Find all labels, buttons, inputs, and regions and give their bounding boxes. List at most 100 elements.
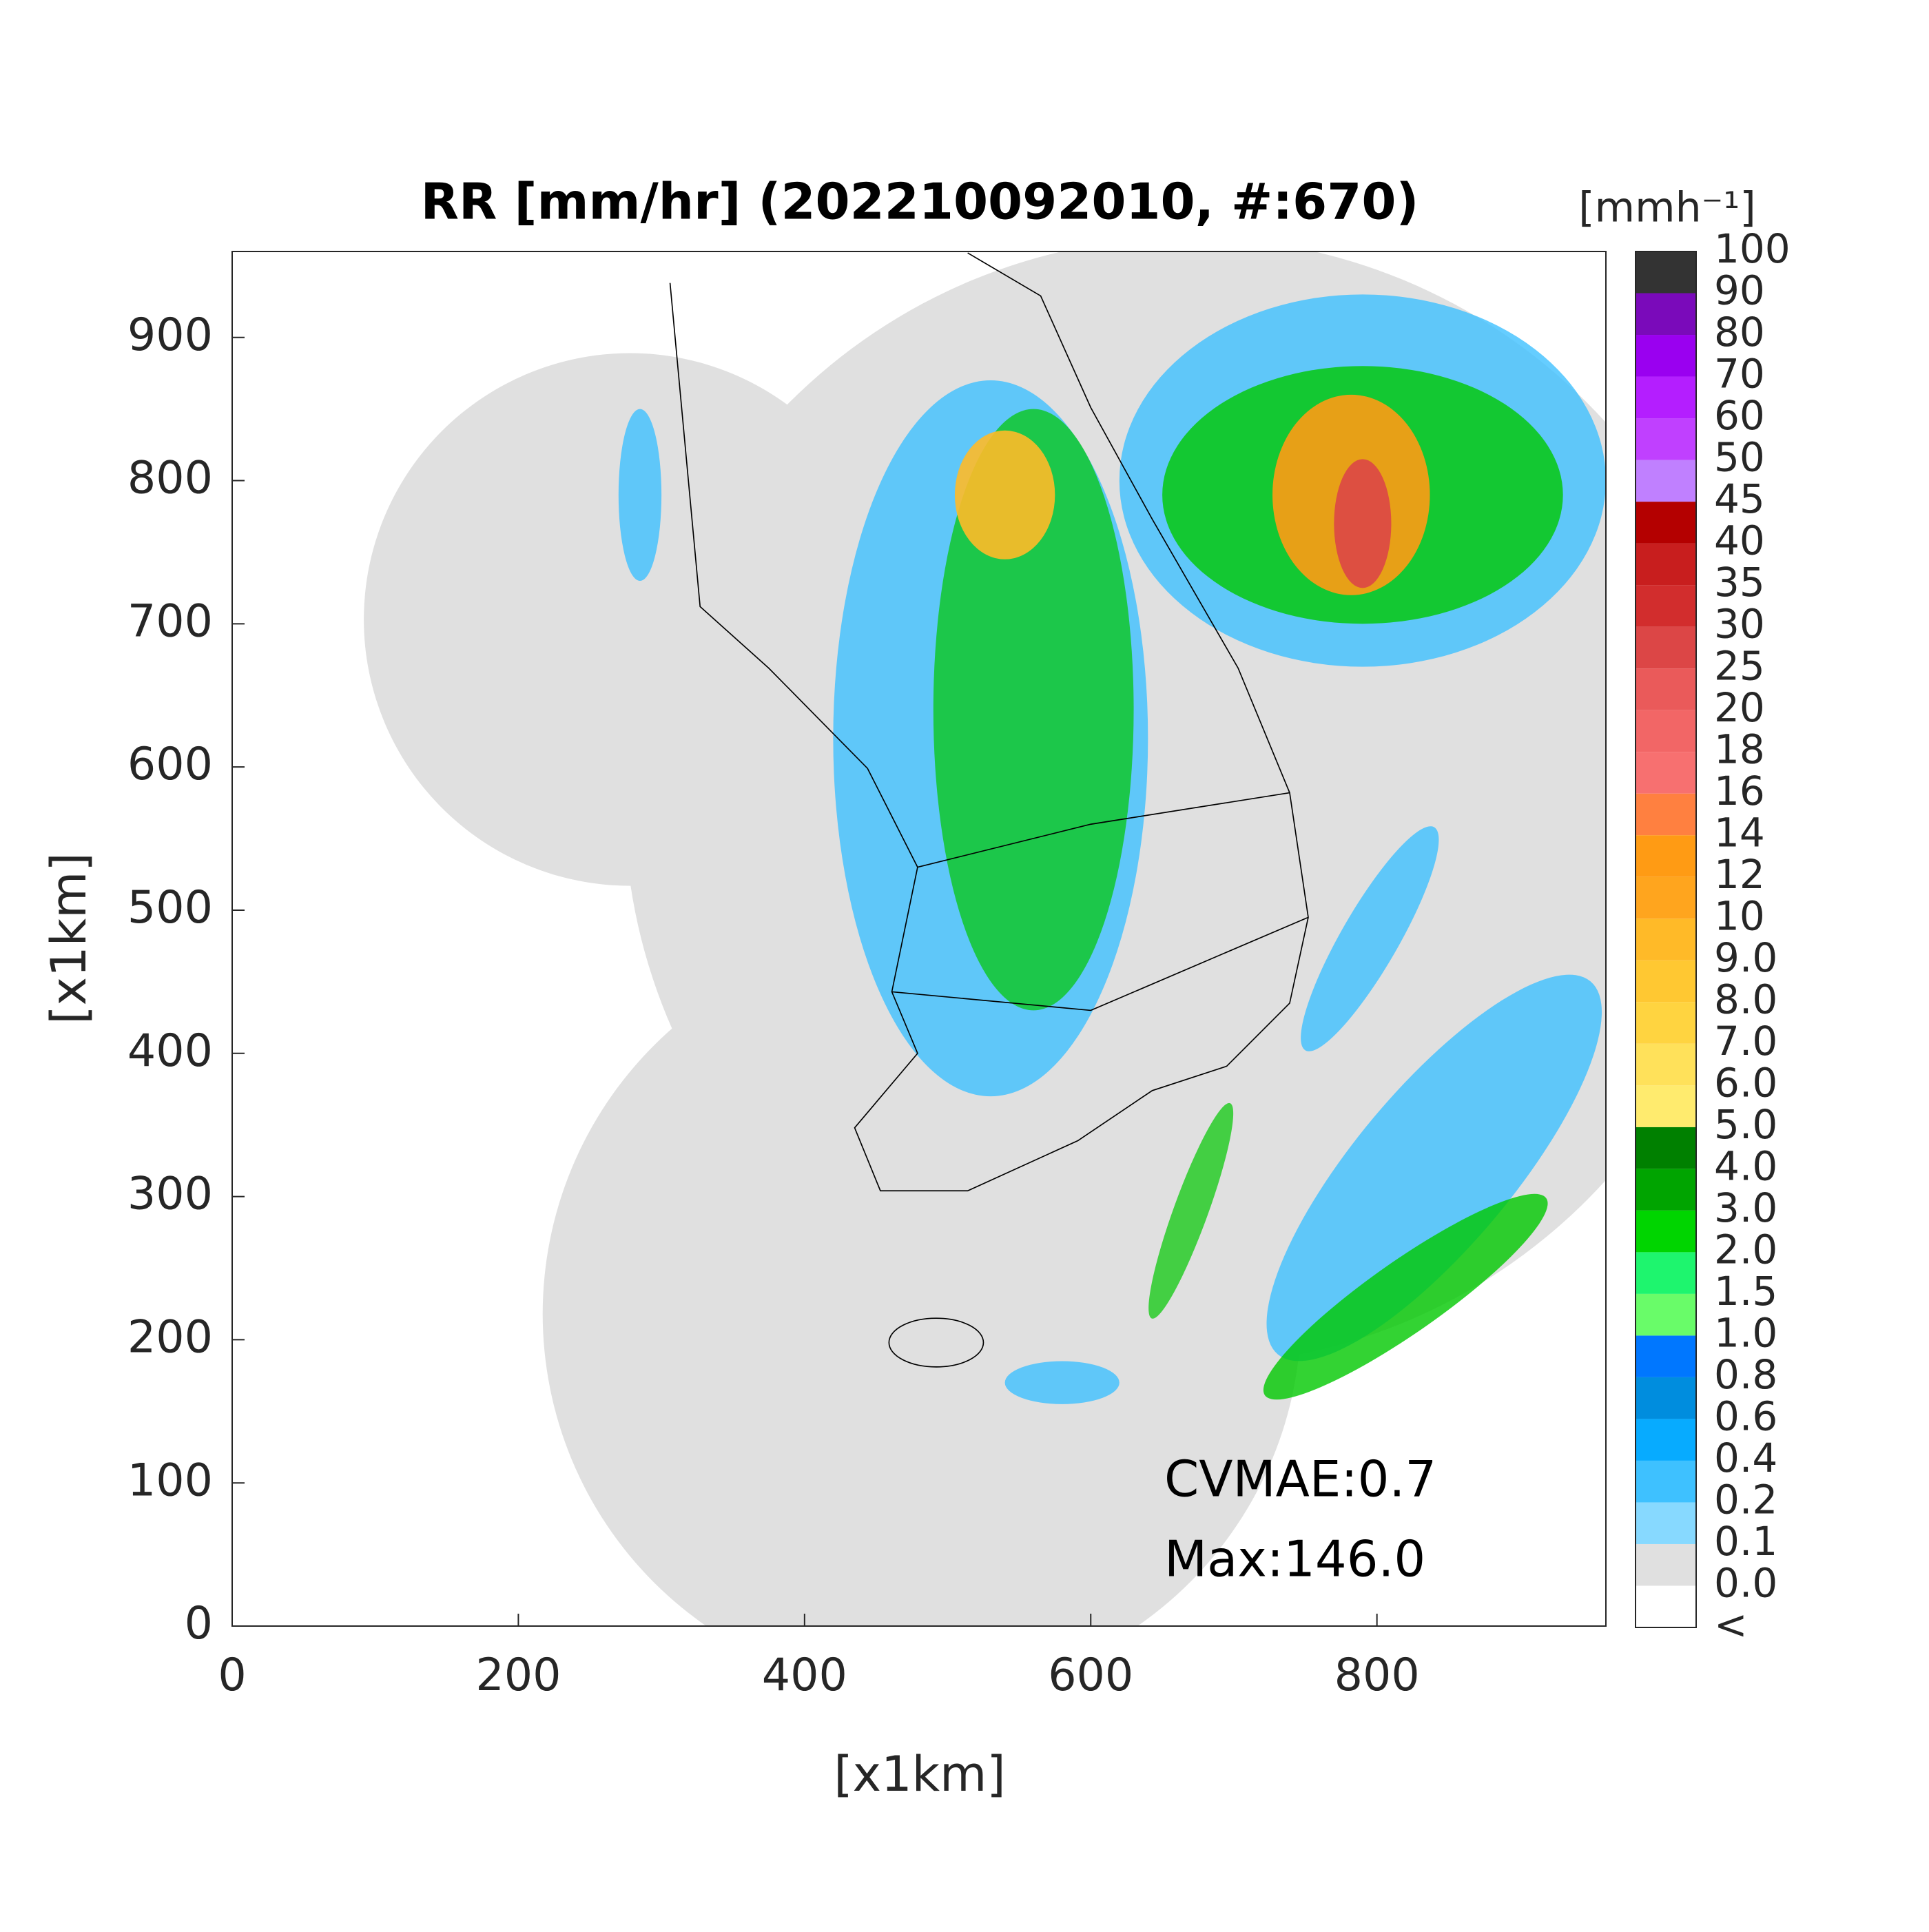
- colorbar-segment: [1636, 460, 1696, 502]
- colorbar-segment: [1636, 543, 1696, 586]
- radar-map: [364, 251, 1607, 1626]
- colorbar-label: 60: [1714, 392, 1765, 439]
- x-tick-label: 200: [475, 1650, 561, 1701]
- x-axis-label: [x1km]: [834, 1746, 1005, 1802]
- x-tick-label: 0: [218, 1650, 246, 1701]
- colorbar-segment: [1636, 1502, 1696, 1544]
- colorbar-label: 45: [1714, 475, 1765, 522]
- colorbar-segment: [1636, 1169, 1696, 1211]
- rain-area: [1301, 826, 1439, 1051]
- colorbar-label: 1.5: [1714, 1268, 1777, 1315]
- rain-area: [1004, 1361, 1120, 1404]
- colorbar-label: 10: [1714, 892, 1765, 939]
- rain-area: [1266, 974, 1602, 1361]
- colorbar-segment: [1636, 376, 1696, 419]
- x-tick-label: 800: [1334, 1650, 1420, 1701]
- colorbar-label: 20: [1714, 684, 1765, 731]
- colorbar-segment: [1636, 1293, 1696, 1336]
- colorbar-title: [mmh⁻¹]: [1578, 184, 1755, 232]
- annotation: CVMAE:0.7: [1164, 1450, 1436, 1508]
- y-tick-label: 200: [127, 1311, 213, 1363]
- y-tick-label: 100: [127, 1455, 213, 1506]
- colorbar-label: 6.0: [1714, 1059, 1777, 1106]
- colorbar-segment: [1636, 502, 1696, 544]
- colorbar-label: 3.0: [1714, 1184, 1777, 1231]
- colorbar-segment: [1636, 1585, 1696, 1627]
- y-tick-label: 0: [185, 1598, 213, 1650]
- jeju-outline: [888, 1317, 984, 1368]
- colorbar-segment: [1636, 293, 1696, 336]
- colorbar-label: 50: [1714, 434, 1765, 481]
- y-tick-label: 300: [127, 1169, 213, 1220]
- rain-area: [618, 409, 662, 581]
- colorbar-label: 9.0: [1714, 934, 1777, 981]
- rain-area: [933, 409, 1134, 1011]
- y-axis-label: [x1km]: [41, 852, 97, 1024]
- coastline: [669, 252, 1309, 1368]
- colorbar-segment: [1636, 1419, 1696, 1461]
- colorbar-label: 14: [1714, 809, 1765, 856]
- colorbar-label: 80: [1714, 309, 1765, 356]
- colorbar-segment: [1636, 876, 1696, 919]
- colorbar-segment: [1636, 418, 1696, 460]
- y-tick-label: 400: [127, 1025, 213, 1077]
- colorbar-label: 100: [1714, 225, 1791, 272]
- colorbar-segment: [1636, 835, 1696, 877]
- chart-title: RR [mm/hr] (202210092010, #:670): [421, 173, 1419, 231]
- colorbar-label: 16: [1714, 768, 1765, 814]
- colorbar-label: 8.0: [1714, 976, 1777, 1022]
- y-tick-label: 900: [127, 309, 213, 361]
- colorbar-label: 7.0: [1714, 1018, 1777, 1065]
- colorbar-label: 2.0: [1714, 1226, 1777, 1273]
- colorbar-label: 0.0: [1714, 1560, 1777, 1607]
- y-tick-label: 700: [127, 595, 213, 647]
- colorbar-segment: [1636, 1252, 1696, 1294]
- colorbar-segment: [1636, 1085, 1696, 1127]
- colorbar-frame: [1635, 251, 1697, 1628]
- colorbar-segment: [1636, 1210, 1696, 1253]
- colorbar-segment: [1636, 1043, 1696, 1086]
- colorbar-label: 0.8: [1714, 1351, 1777, 1398]
- colorbar-label: 30: [1714, 601, 1765, 648]
- colorbar-segment: [1636, 710, 1696, 752]
- precipitation: [618, 294, 1606, 1404]
- colorbar-segment: [1636, 918, 1696, 960]
- colorbar-label: 5.0: [1714, 1101, 1777, 1148]
- axes-box: [231, 251, 1607, 1627]
- colorbar-segment: [1636, 1127, 1696, 1169]
- colorbar-label: 0.6: [1714, 1393, 1777, 1440]
- colorbar-label: 12: [1714, 851, 1765, 898]
- y-tick-label: 500: [127, 882, 213, 934]
- colorbar-label: 18: [1714, 726, 1765, 772]
- colorbar-segment: [1636, 1335, 1696, 1377]
- colorbar-segment: [1636, 960, 1696, 1003]
- colorbar-label: 0.1: [1714, 1518, 1777, 1565]
- colorbar-segment: [1636, 335, 1696, 377]
- colorbar-label: 25: [1714, 642, 1765, 689]
- rain-area: [954, 430, 1055, 559]
- province-border: [891, 792, 1309, 1011]
- colorbar-label: 4.0: [1714, 1142, 1777, 1189]
- colorbar-label: 0.2: [1714, 1477, 1777, 1523]
- colorbar-label: 35: [1714, 559, 1765, 606]
- colorbar-segment: [1636, 1543, 1696, 1586]
- rain-area: [1263, 1193, 1548, 1400]
- annotation: Max:146.0: [1164, 1530, 1425, 1588]
- x-tick-label: 400: [762, 1650, 847, 1701]
- y-tick-label: 600: [127, 739, 213, 790]
- y-tick-label: 800: [127, 453, 213, 504]
- colorbar-segment: [1636, 752, 1696, 794]
- colorbar-segment: [1636, 1002, 1696, 1044]
- colorbar-label: 40: [1714, 517, 1765, 564]
- colorbar-segment: [1636, 793, 1696, 836]
- rain-area: [1334, 459, 1392, 588]
- colorbar-label: 70: [1714, 351, 1765, 398]
- colorbar-segment: [1636, 626, 1696, 669]
- colorbar-label: 0.4: [1714, 1435, 1777, 1481]
- colorbar-segment: [1636, 1377, 1696, 1419]
- coverage-area: [542, 934, 1301, 1626]
- colorbar-segment: [1636, 1460, 1696, 1503]
- colorbar-segment: [1636, 251, 1696, 294]
